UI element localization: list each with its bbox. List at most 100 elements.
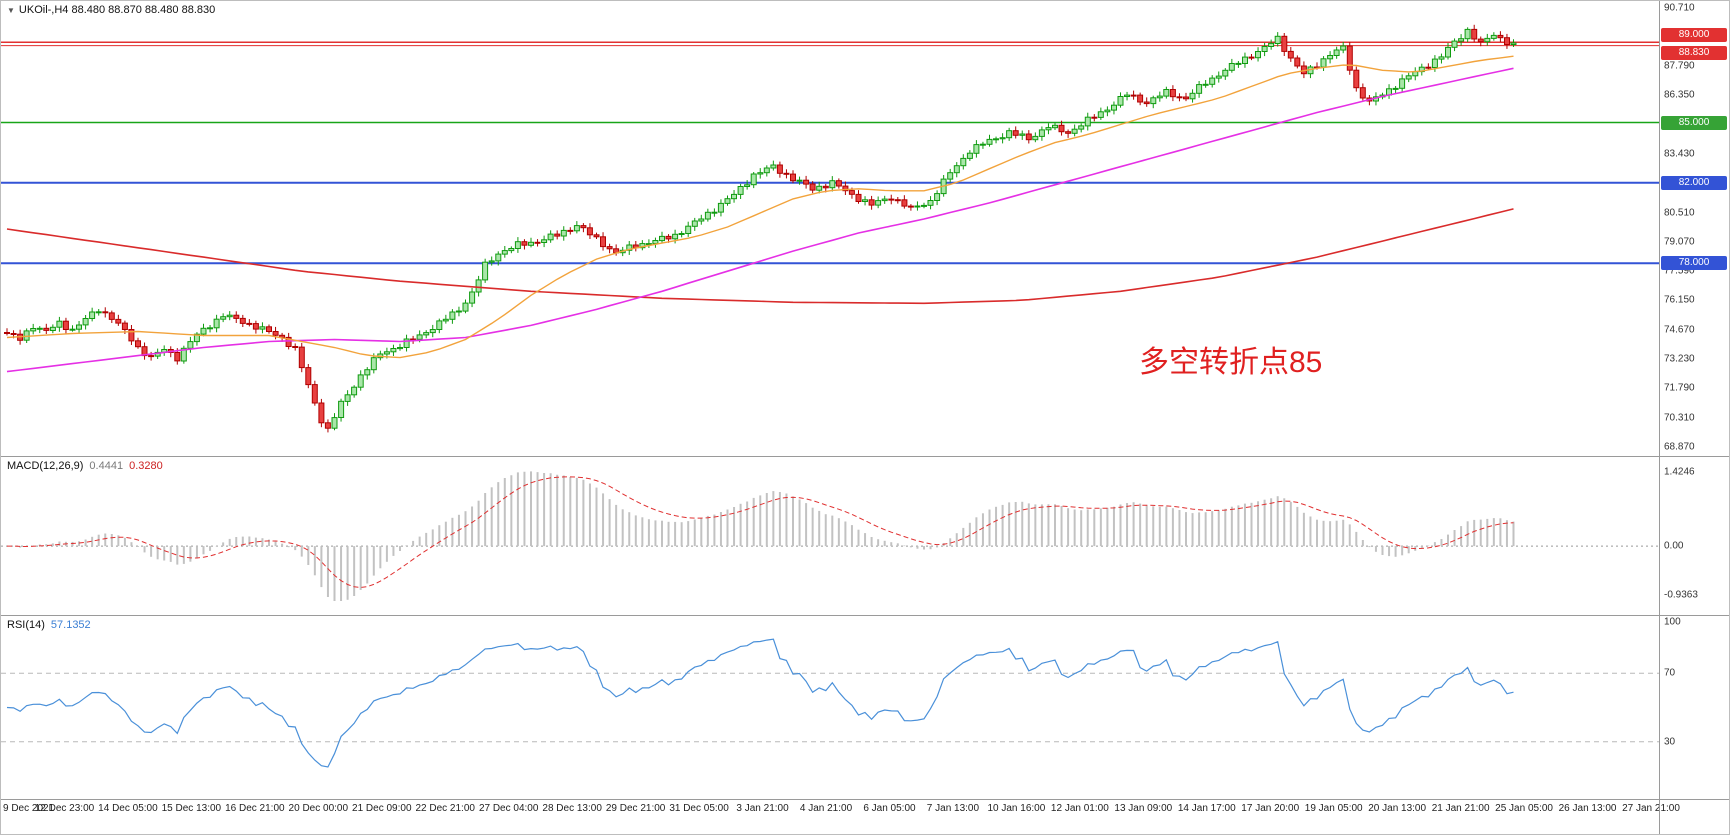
candle-body bbox=[220, 316, 227, 320]
candle-body bbox=[586, 227, 593, 236]
candle-body bbox=[1215, 75, 1222, 79]
candle-body bbox=[397, 347, 403, 350]
time-axis-label: 7 Jan 13:00 bbox=[926, 803, 980, 814]
candle-body bbox=[1228, 63, 1235, 71]
candle-body bbox=[947, 172, 954, 180]
candle-body bbox=[246, 322, 253, 325]
candle-body bbox=[927, 200, 934, 206]
price-tick-label: 74.670 bbox=[1664, 324, 1695, 336]
candle-body bbox=[128, 329, 135, 342]
candle-body bbox=[416, 334, 423, 340]
candle-body bbox=[266, 326, 272, 332]
chart-annotation: 多空转折点85 bbox=[1139, 346, 1323, 379]
macd-panel[interactable] bbox=[1, 457, 1659, 615]
ma-mid-line bbox=[6, 67, 1514, 373]
candle-body bbox=[573, 225, 580, 232]
time-axis-label: 20 Jan 13:00 bbox=[1368, 803, 1427, 814]
ma-fast-line bbox=[6, 55, 1514, 359]
candle-body bbox=[1327, 55, 1334, 60]
candle-body bbox=[1477, 38, 1484, 43]
candle-body bbox=[842, 185, 849, 192]
price-tick-label: 87.790 bbox=[1664, 60, 1695, 72]
candle-body bbox=[1281, 35, 1288, 52]
candle-body bbox=[1012, 130, 1019, 136]
time-axis-label: 10 Jan 16:00 bbox=[987, 803, 1046, 814]
candle-body bbox=[770, 164, 777, 169]
time-axis-label: 22 Dec 21:00 bbox=[415, 803, 475, 814]
time-axis-label: 20 Dec 00:00 bbox=[288, 803, 349, 814]
candle-body bbox=[1497, 34, 1504, 39]
price-badge: 82.000 bbox=[1661, 175, 1727, 190]
candle-body bbox=[1261, 46, 1268, 52]
candle-body bbox=[829, 180, 836, 189]
candle-body bbox=[986, 138, 993, 145]
candle-body bbox=[750, 173, 757, 186]
time-axis-label: 4 Jan 21:00 bbox=[799, 803, 853, 814]
candle-body bbox=[560, 229, 567, 237]
time-axis-label: 14 Dec 05:00 bbox=[98, 803, 158, 814]
candle-body bbox=[135, 340, 141, 348]
candle-body bbox=[193, 333, 200, 343]
price-tick-label: 70.310 bbox=[1664, 412, 1695, 424]
candle-body bbox=[1431, 58, 1438, 68]
candle-body bbox=[272, 331, 279, 336]
candle-body bbox=[1176, 96, 1183, 99]
chart-header: ▼ UKOil-,H4 88.480 88.870 88.480 88.830 bbox=[7, 4, 215, 16]
candle-body bbox=[652, 240, 659, 245]
time-axis-label: 17 Jan 20:00 bbox=[1241, 803, 1300, 814]
panel-separator[interactable] bbox=[1, 615, 1729, 616]
candle-body bbox=[95, 311, 102, 314]
candle-body bbox=[259, 326, 266, 330]
candle-body bbox=[508, 248, 515, 252]
time-axis-label: 31 Dec 05:00 bbox=[669, 803, 729, 814]
price-tick-label: 79.070 bbox=[1664, 236, 1695, 248]
candle-body bbox=[606, 246, 613, 250]
candle-body bbox=[1150, 97, 1157, 105]
candle-body bbox=[455, 310, 462, 313]
candle-body bbox=[436, 320, 443, 330]
candle-body bbox=[292, 346, 299, 348]
time-axis-label: 6 Jan 05:00 bbox=[863, 803, 916, 814]
price-axis[interactable]: 90.710 87.790 86.350 83.430 80.510 79.070 77.5… bbox=[1660, 1, 1729, 834]
candle-body bbox=[305, 367, 312, 386]
candle-body bbox=[390, 348, 397, 353]
macd-label: MACD(12,26,9) 0.4441 0.3280 bbox=[7, 460, 163, 472]
rsi-panel[interactable] bbox=[1, 616, 1659, 799]
candle-body bbox=[1222, 69, 1229, 77]
candle-body bbox=[1445, 46, 1451, 58]
panel-separator[interactable] bbox=[1, 456, 1729, 457]
candle-body bbox=[1333, 49, 1340, 56]
candle-body bbox=[495, 253, 502, 262]
candle-body bbox=[953, 165, 960, 174]
price-tick-label: 90.710 bbox=[1664, 2, 1695, 14]
candle-body bbox=[521, 241, 528, 246]
candle-body bbox=[311, 384, 318, 404]
candle-body bbox=[685, 225, 692, 234]
price-chart[interactable] bbox=[1, 1, 1659, 456]
rsi-axis-label: 100 bbox=[1664, 616, 1681, 628]
candle-body bbox=[1065, 131, 1072, 134]
time-axis-label: 12 Jan 01:00 bbox=[1050, 803, 1109, 814]
time-axis[interactable]: 9 Dec 2021 12 Dec 23:00 14 Dec 05:00 15 Dec… bbox=[1, 803, 1680, 823]
candle-body bbox=[102, 311, 109, 314]
price-tick-label: 80.510 bbox=[1664, 207, 1695, 219]
candle-body bbox=[351, 386, 358, 396]
candle-body bbox=[1032, 135, 1039, 141]
candle-body bbox=[1235, 62, 1242, 65]
candle-body bbox=[30, 328, 37, 332]
candle-body bbox=[1169, 89, 1176, 98]
candle-body bbox=[1255, 51, 1261, 59]
candle-body bbox=[881, 198, 888, 202]
candle-body bbox=[1163, 89, 1170, 97]
candle-body bbox=[1078, 125, 1085, 130]
candle-body bbox=[36, 327, 43, 330]
candle-body bbox=[816, 185, 823, 191]
candle-body bbox=[403, 338, 410, 348]
ma-slow-line bbox=[6, 208, 1514, 305]
candle-body bbox=[462, 302, 469, 312]
candle-body bbox=[822, 185, 829, 189]
candle-body bbox=[1038, 129, 1045, 137]
price-tick-label: 73.230 bbox=[1664, 353, 1695, 365]
candle-body bbox=[298, 346, 305, 369]
candle-body bbox=[934, 193, 941, 202]
